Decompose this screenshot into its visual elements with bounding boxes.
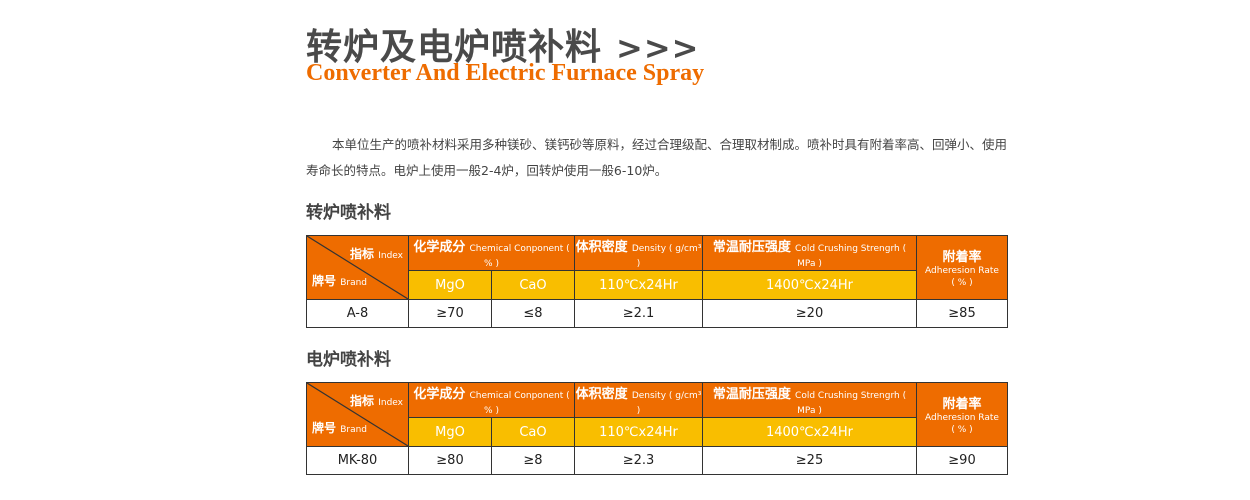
adhesion-header: 附着率 Adheresion Rate ( % ) bbox=[916, 382, 1008, 447]
table-cell: ≥8 bbox=[491, 446, 575, 475]
corner-cell: 指标 Index 牌号 Brand bbox=[306, 235, 409, 300]
index-label: 指标 bbox=[350, 247, 375, 261]
table-cell: MK-80 bbox=[306, 446, 409, 475]
table-cell: ≥2.3 bbox=[574, 446, 703, 475]
table-cell: ≥70 bbox=[408, 299, 492, 328]
table-cell: A-8 bbox=[306, 299, 409, 328]
chem-header: 化学成分 Chemical Conponent ( % ) bbox=[408, 235, 575, 271]
corner-cell: 指标 Index 牌号 Brand bbox=[306, 382, 409, 447]
density-header-en: Density ( g/cm³ ) bbox=[631, 391, 702, 416]
brand-label: 牌号 bbox=[312, 274, 337, 288]
header-row: 指标 Index 牌号 Brand 化学成分 Chemical Conponen… bbox=[306, 235, 1008, 300]
ccs-header-cn: 常温耐压强度 bbox=[712, 240, 791, 255]
adhesion-header-cn: 附着率 bbox=[942, 397, 982, 412]
brand-label-group: 牌号 Brand bbox=[312, 419, 367, 436]
density-header: 体积密度 Density ( g/cm³ ) bbox=[574, 235, 703, 271]
table-row: MK-80 ≥80 ≥8 ≥2.3 ≥25 ≥90 bbox=[306, 446, 1008, 475]
table-cell: ≥85 bbox=[916, 299, 1008, 328]
chem-header-en: Chemical Conponent ( % ) bbox=[469, 391, 570, 416]
table-cell: ≥90 bbox=[916, 446, 1008, 475]
table-cell: ≥80 bbox=[408, 446, 492, 475]
section-title: 电炉喷补料 bbox=[306, 350, 391, 370]
adhesion-header-en: Adheresion Rate bbox=[925, 266, 999, 276]
adhesion-header: 附着率 Adheresion Rate ( % ) bbox=[916, 235, 1008, 300]
title-text: 转炉及电炉喷补料 bbox=[306, 27, 603, 68]
cao-header: CaO bbox=[491, 270, 575, 300]
ccs-header-en: Cold Crushing Strengrh ( MPa ) bbox=[795, 244, 907, 269]
intro-text: 本单位生产的喷补材料采用多种镁砂、镁钙砂等原料，经过合理级配、合理取材制成。喷补… bbox=[306, 137, 1008, 178]
diagonal-divider bbox=[307, 383, 408, 446]
mgo-header: MgO bbox=[408, 270, 492, 300]
table-cell: ≥25 bbox=[702, 446, 917, 475]
spec-table: 指标 Index 牌号 Brand 化学成分 Chemical Conponen… bbox=[306, 235, 1008, 328]
table-cell: ≥2.1 bbox=[574, 299, 703, 328]
brand-label-group: 牌号 Brand bbox=[312, 272, 367, 289]
chem-header-cn: 化学成分 bbox=[413, 387, 466, 402]
table-row: A-8 ≥70 ≤8 ≥2.1 ≥20 ≥85 bbox=[306, 299, 1008, 328]
page-title: 转炉及电炉喷补料 >>> bbox=[306, 18, 699, 70]
density-header-cn: 体积密度 bbox=[575, 240, 628, 255]
cao-header: CaO bbox=[491, 417, 575, 447]
adhesion-header-en: Adheresion Rate bbox=[925, 413, 999, 423]
subheader-row: MgO CaO 110℃x24Hr 1400℃x24Hr bbox=[306, 270, 1008, 300]
subheader-row: MgO CaO 110℃x24Hr 1400℃x24Hr bbox=[306, 417, 1008, 447]
spec-table: 指标 Index 牌号 Brand 化学成分 Chemical Conponen… bbox=[306, 382, 1008, 475]
density-header-cn: 体积密度 bbox=[575, 387, 628, 402]
brand-label: 牌号 bbox=[312, 421, 337, 435]
index-label-group: 指标 Index bbox=[350, 392, 403, 409]
ccs-header-cn: 常温耐压强度 bbox=[712, 387, 791, 402]
index-label-en: Index bbox=[378, 251, 403, 261]
density-header: 体积密度 Density ( g/cm³ ) bbox=[574, 382, 703, 418]
ccs-condition: 1400℃x24Hr bbox=[702, 270, 917, 300]
chem-header-en: Chemical Conponent ( % ) bbox=[469, 244, 570, 269]
index-label: 指标 bbox=[350, 394, 375, 408]
diagonal-divider bbox=[307, 236, 408, 299]
adhesion-header-unit: ( % ) bbox=[951, 425, 973, 435]
brand-label-en: Brand bbox=[340, 278, 368, 288]
page-subtitle: Converter And Electric Furnace Spray bbox=[306, 60, 705, 86]
ccs-condition: 1400℃x24Hr bbox=[702, 417, 917, 447]
mgo-header: MgO bbox=[408, 417, 492, 447]
chem-header-cn: 化学成分 bbox=[413, 240, 466, 255]
density-header-en: Density ( g/cm³ ) bbox=[631, 244, 702, 269]
arrows: >>> bbox=[616, 29, 700, 67]
adhesion-header-unit: ( % ) bbox=[951, 278, 973, 288]
density-condition: 110℃x24Hr bbox=[574, 270, 703, 300]
table-cell: ≤8 bbox=[491, 299, 575, 328]
chem-header: 化学成分 Chemical Conponent ( % ) bbox=[408, 382, 575, 418]
brand-label-en: Brand bbox=[340, 425, 368, 435]
ccs-header: 常温耐压强度 Cold Crushing Strengrh ( MPa ) bbox=[702, 235, 917, 271]
density-condition: 110℃x24Hr bbox=[574, 417, 703, 447]
header-row: 指标 Index 牌号 Brand 化学成分 Chemical Conponen… bbox=[306, 382, 1008, 447]
index-label-group: 指标 Index bbox=[350, 245, 403, 262]
index-label-en: Index bbox=[378, 398, 403, 408]
ccs-header-en: Cold Crushing Strengrh ( MPa ) bbox=[795, 391, 907, 416]
section-title: 转炉喷补料 bbox=[306, 203, 391, 223]
ccs-header: 常温耐压强度 Cold Crushing Strengrh ( MPa ) bbox=[702, 382, 917, 418]
table-cell: ≥20 bbox=[702, 299, 917, 328]
adhesion-header-cn: 附着率 bbox=[942, 250, 982, 265]
